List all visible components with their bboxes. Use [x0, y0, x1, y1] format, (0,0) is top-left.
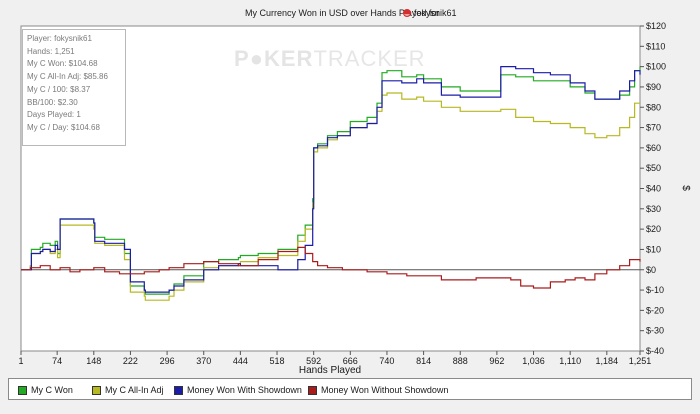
title-text: My Currency Won in USD over Hands Played… — [245, 8, 439, 18]
stat-days-played: Days Played: 1 — [27, 110, 81, 120]
x-tick-label: 1,110 — [559, 356, 581, 366]
legend-item-showdown[interactable]: Money Won With Showdown — [174, 384, 302, 396]
pokertracker-watermark: P●KERTRACKER — [234, 46, 426, 71]
x-tick-label: 296 — [160, 356, 175, 366]
stat-bb-per-100: BB/100: $2.30 — [27, 97, 78, 107]
y-tick-label: $110 — [646, 41, 665, 51]
x-tick-label: 1,251 — [629, 356, 652, 366]
player-icon — [403, 9, 411, 17]
stat-all-in-adj: My C All-In Adj: $85.86 — [27, 72, 108, 82]
stat-c-per-100: My C / 100: $8.37 — [27, 84, 91, 94]
legend-item-no-showdown[interactable]: Money Won Without Showdown — [308, 384, 448, 396]
x-tick-label: 814 — [416, 356, 431, 366]
x-tick-label: 888 — [453, 356, 468, 366]
y-tick-label: $90 — [646, 82, 661, 92]
y-tick-label: $40 — [646, 184, 661, 194]
series-line-money-won-with-showdown — [21, 66, 641, 293]
x-tick-label: 74 — [52, 356, 62, 366]
chart: My Currency Won in USD over Hands Played… — [18, 8, 691, 376]
y-tick-label: $120 — [646, 21, 666, 31]
x-tick-label: 148 — [86, 356, 101, 366]
chart-title: My Currency Won in USD over Hands Played… — [245, 8, 457, 18]
x-tick-label: 1,184 — [596, 356, 619, 366]
title-player: fokysnik61 — [414, 8, 457, 18]
series-line-money-won-without-showdown — [21, 246, 641, 289]
stats-box: Player: fokysnik61 Hands: 1,251 My C Won… — [22, 29, 126, 146]
x-axis-label: Hands Played — [299, 365, 361, 376]
legend-swatch — [18, 385, 27, 395]
x-tick-label: 222 — [123, 356, 138, 366]
x-tick-label: 666 — [343, 356, 358, 366]
y-tick-label: $70 — [646, 123, 661, 133]
x-tick-label: 444 — [233, 356, 248, 366]
legend-swatch — [308, 385, 317, 395]
y-tick-label: $-10 — [646, 285, 664, 295]
y-tick-label: $50 — [646, 163, 661, 173]
x-tick-label: 962 — [489, 356, 504, 366]
x-tick-label: 740 — [379, 356, 394, 366]
y-tick-label: $20 — [646, 224, 661, 234]
y-tick-label: $80 — [646, 102, 661, 112]
y-tick-label: $-40 — [646, 346, 664, 356]
x-tick-label: 518 — [270, 356, 285, 366]
y-axis-label: $ — [680, 185, 691, 191]
legend: My C Won My C All-In Adj Money Won With … — [8, 378, 692, 400]
x-tick-label: 592 — [306, 356, 321, 366]
y-tick-label: $0 — [646, 265, 656, 275]
legend-swatch — [92, 385, 101, 395]
y-tick-label: $30 — [646, 204, 661, 214]
stat-c-won: My C Won: $104.68 — [27, 59, 98, 69]
stat-player: Player: fokysnik61 — [27, 34, 92, 43]
y-tick-label: $-20 — [646, 305, 664, 315]
legend-label: My C All-In Adj — [105, 385, 164, 395]
legend-swatch — [174, 385, 183, 395]
y-tick-label: $10 — [646, 244, 661, 254]
x-tick-label: 1 — [18, 356, 23, 366]
x-tick-label: 370 — [196, 356, 211, 366]
stat-hands: Hands: 1,251 — [27, 46, 75, 56]
stat-c-per-day: My C / Day: $104.68 — [27, 122, 100, 132]
y-tick-label: $100 — [646, 62, 666, 72]
legend-label: My C Won — [31, 385, 73, 395]
legend-label: Money Won Without Showdown — [321, 385, 449, 395]
y-tick-label: $-30 — [646, 326, 664, 336]
x-tick-label: 1,036 — [522, 356, 545, 366]
legend-item-all-in-adj[interactable]: My C All-In Adj — [92, 384, 164, 396]
y-tick-label: $60 — [646, 143, 661, 153]
legend-label: Money Won With Showdown — [187, 385, 302, 395]
legend-item-my-c-won[interactable]: My C Won — [18, 384, 73, 396]
